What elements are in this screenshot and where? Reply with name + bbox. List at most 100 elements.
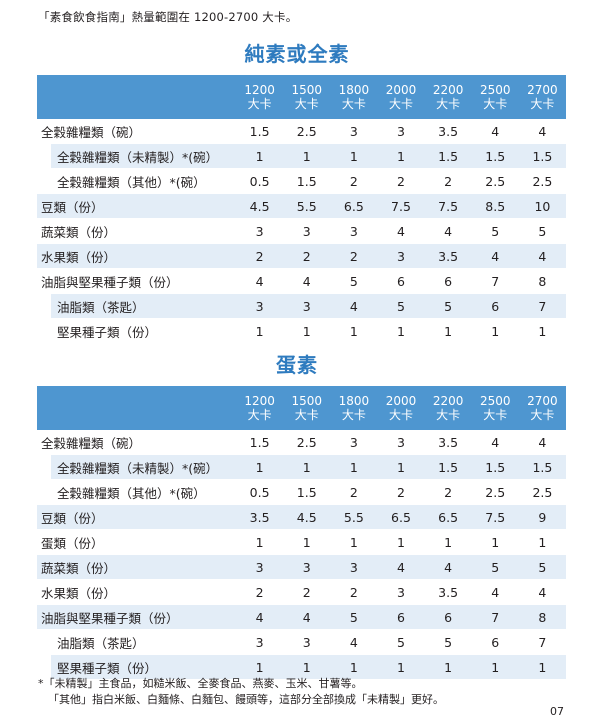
row-value: 2 <box>283 243 331 269</box>
row-value: 1.5 <box>236 430 284 455</box>
row-value: 1 <box>236 318 284 344</box>
row-value: 2.5 <box>471 168 519 194</box>
row-value: 5.5 <box>330 504 378 530</box>
footnote-line-1: *「未精製」主食品，如糙米飯、全麥食品、燕麥、玉米、甘薯等。 <box>38 677 363 690</box>
row-value: 2 <box>283 579 331 605</box>
table-row: 全穀雜糧類（碗） 1.5 2.5 3 3 3.5 4 4 <box>37 430 566 455</box>
row-value: 4 <box>377 554 425 580</box>
table-row: 全穀雜糧類（其他）*(碗） 0.5 1.5 2 2 2 2.5 2.5 <box>37 479 566 505</box>
header-calorie-1800: 1800 大卡 <box>330 386 378 430</box>
header-calorie-value: 2200 <box>432 394 464 408</box>
row-value: 3.5 <box>424 579 472 605</box>
vegan-table: 1200 大卡 1500 大卡 1800 大卡 2000 大卡 2200 大卡 2500 大卡 2700… <box>37 75 566 344</box>
table-header-row: 1200 大卡 1500 大卡 1800 大卡 2000 大卡 2200 大卡 2500 大卡 2700… <box>37 75 566 119</box>
header-calorie-value: 1500 <box>291 394 322 408</box>
header-calorie-unit: 大卡 <box>436 408 461 422</box>
table-row: 油脂與堅果種子類（份） 4 4 5 6 6 7 8 <box>37 268 566 294</box>
header-calorie-1200: 1200 大卡 <box>236 386 284 430</box>
row-label: 蔬菜類（份） <box>37 554 237 580</box>
row-value: 2 <box>330 579 378 605</box>
row-value: 2 <box>424 168 472 194</box>
header-calorie-value: 2000 <box>385 83 417 97</box>
row-value: 0.5 <box>236 479 284 505</box>
header-calorie-unit: 大卡 <box>388 97 413 111</box>
row-value: 1 <box>283 529 331 555</box>
row-value: 6 <box>424 268 472 294</box>
row-label: 全穀雜糧類（未精製）*(碗） <box>37 454 237 480</box>
row-value: 4 <box>518 430 566 455</box>
row-value: 9 <box>518 504 566 530</box>
row-value: 5 <box>471 218 519 244</box>
row-value: 4 <box>424 218 472 244</box>
header-corner <box>37 75 237 119</box>
row-value: 1 <box>424 318 472 344</box>
row-value: 10 <box>518 193 566 219</box>
table-row: 油脂與堅果種子類（份） 4 4 5 6 6 7 8 <box>37 604 566 630</box>
row-label: 油脂類（茶匙） <box>37 629 237 655</box>
row-value: 1.5 <box>471 143 519 169</box>
row-value: 1 <box>471 529 519 555</box>
row-value: 1 <box>377 318 425 344</box>
row-value: 7.5 <box>377 193 425 219</box>
header-calorie-value: 2200 <box>432 83 464 97</box>
intro-text: 「素食飲食指南」熱量範圍在 1200-2700 大卡。 <box>38 10 298 24</box>
header-calorie-unit: 大卡 <box>247 408 272 422</box>
row-value: 1 <box>330 143 378 169</box>
ovo-table: 1200 大卡 1500 大卡 1800 大卡 2000 大卡 2200 大卡 2500 大卡 2700… <box>37 386 566 680</box>
row-value: 3 <box>377 243 425 269</box>
row-value: 0.5 <box>236 168 284 194</box>
header-calorie-unit: 大卡 <box>530 408 555 422</box>
row-value: 1 <box>283 654 331 680</box>
row-value: 3 <box>283 218 331 244</box>
section-title-vegan: 純素或全素 <box>244 42 350 66</box>
row-value: 2.5 <box>283 430 331 455</box>
header-calorie-value: 2700 <box>527 394 558 408</box>
row-value: 1.5 <box>236 119 284 144</box>
row-value: 2 <box>236 243 284 269</box>
header-calorie-value: 1200 <box>244 83 275 97</box>
row-label: 水果類（份） <box>37 243 237 269</box>
row-label: 全穀雜糧類（未精製）*(碗） <box>37 143 237 169</box>
row-value: 6.5 <box>424 504 472 530</box>
table-row: 豆類（份） 3.5 4.5 5.5 6.5 6.5 7.5 9 <box>37 504 566 530</box>
header-calorie-2500: 2500 大卡 <box>471 386 519 430</box>
row-label: 堅果種子類（份） <box>37 654 237 680</box>
row-value: 1 <box>283 143 331 169</box>
row-value: 8 <box>518 268 566 294</box>
header-calorie-value: 2000 <box>385 394 417 408</box>
row-value: 3 <box>236 218 284 244</box>
header-calorie-unit: 大卡 <box>341 408 366 422</box>
table-row: 全穀雜糧類（其他）*(碗） 0.5 1.5 2 2 2 2.5 2.5 <box>37 168 566 194</box>
row-value: 1 <box>471 318 519 344</box>
row-value: 3 <box>283 293 331 319</box>
row-value: 2 <box>330 168 378 194</box>
row-value: 1 <box>518 654 566 680</box>
row-value: 3 <box>330 554 378 580</box>
row-value: 3 <box>330 119 378 144</box>
header-calorie-2700: 2700 大卡 <box>518 386 566 430</box>
row-value: 8.5 <box>471 193 519 219</box>
header-calorie-value: 2500 <box>479 83 511 97</box>
row-value: 6 <box>377 268 425 294</box>
row-value: 3 <box>377 119 425 144</box>
row-value: 4 <box>283 604 331 630</box>
row-value: 4 <box>518 119 566 144</box>
row-value: 4 <box>518 243 566 269</box>
row-value: 1 <box>424 529 472 555</box>
row-value: 4 <box>471 119 519 144</box>
row-value: 1 <box>330 654 378 680</box>
row-value: 1.5 <box>518 143 566 169</box>
header-calorie-1800: 1800 大卡 <box>330 75 378 119</box>
row-value: 5.5 <box>283 193 331 219</box>
table-row: 蔬菜類（份） 3 3 3 4 4 5 5 <box>37 218 566 244</box>
row-value: 1 <box>518 318 566 344</box>
header-calorie-2000: 2000 大卡 <box>377 386 425 430</box>
table-row: 堅果種子類（份） 1 1 1 1 1 1 1 <box>37 318 566 344</box>
row-label: 豆類（份） <box>37 193 237 219</box>
row-value: 3.5 <box>236 504 284 530</box>
row-value: 5 <box>330 604 378 630</box>
row-label: 全穀雜糧類（其他）*(碗） <box>37 479 237 505</box>
row-value: 5 <box>424 629 472 655</box>
header-calorie-1200: 1200 大卡 <box>236 75 284 119</box>
row-value: 3.5 <box>424 430 472 455</box>
